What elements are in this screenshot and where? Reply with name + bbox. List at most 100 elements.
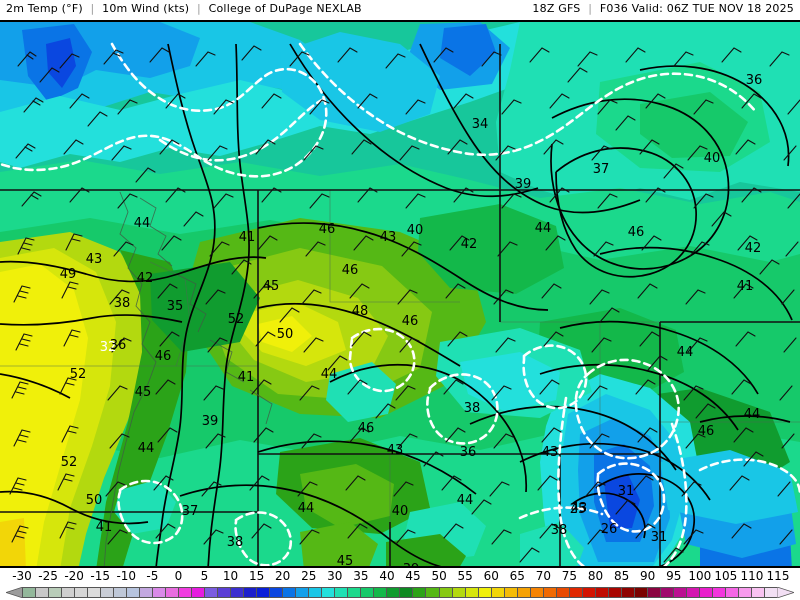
contour-value-label: 46 <box>402 314 419 329</box>
contour-value-label: 40 <box>407 223 424 238</box>
contour-value-label: 32 <box>100 340 117 355</box>
contour-value-label: 41 <box>238 370 255 385</box>
map-header: 2m Temp (°F) | 10m Wind (kts) | College … <box>0 0 800 20</box>
colorbar-swatch[interactable] <box>296 588 310 597</box>
colorbar-swatch[interactable] <box>36 588 50 597</box>
colorbar-swatch[interactable] <box>699 588 713 597</box>
colorbar-tick-label: 70 <box>535 569 552 583</box>
contour-value-label: 38 <box>551 523 568 538</box>
colorbar-swatches[interactable] <box>22 587 778 598</box>
colorbar-swatch[interactable] <box>647 588 661 597</box>
contour-value-label: 26 <box>601 522 618 537</box>
colorbar-tick-label: -25 <box>38 569 58 583</box>
colorbar-swatch[interactable] <box>322 588 336 597</box>
colorbar-swatch[interactable] <box>257 588 271 597</box>
colorbar-swatch[interactable] <box>153 588 167 597</box>
colorbar-swatch[interactable] <box>62 588 76 597</box>
colorbar-swatch[interactable] <box>504 588 518 597</box>
valid-time-label: F036 Valid: 06Z TUE NOV 18 2025 <box>599 2 794 15</box>
colorbar-swatch[interactable] <box>88 588 102 597</box>
colorbar-swatch[interactable] <box>582 588 596 597</box>
colorbar-swatch[interactable] <box>75 588 89 597</box>
colorbar-tick-label: 20 <box>275 569 291 583</box>
contour-value-label: 52 <box>61 455 78 470</box>
header-right-text: 18Z GFS | F036 Valid: 06Z TUE NOV 18 202… <box>532 2 794 15</box>
colorbar-swatch[interactable] <box>569 588 583 597</box>
colorbar-swatch[interactable] <box>764 588 777 597</box>
colorbar-swatch[interactable] <box>218 588 232 597</box>
colorbar-swatch[interactable] <box>140 588 154 597</box>
colorbar-tick-label: 85 <box>613 569 630 583</box>
contour-value-label: 38 <box>464 401 481 416</box>
colorbar-swatch[interactable] <box>335 588 349 597</box>
colorbar-swatch[interactable] <box>634 588 648 597</box>
colorbar-swatch[interactable] <box>725 588 739 597</box>
colorbar-swatch[interactable] <box>491 588 505 597</box>
colorbar-tick-label: -20 <box>64 569 84 583</box>
colorbar-min-arrow <box>6 587 23 598</box>
colorbar-swatch[interactable] <box>309 588 323 597</box>
contour-value-label: 45 <box>135 385 152 400</box>
contour-value-label: 39 <box>202 414 219 429</box>
colorbar-swatch[interactable] <box>530 588 544 597</box>
colorbar-swatch[interactable] <box>270 588 284 597</box>
colorbar-swatch[interactable] <box>374 588 388 597</box>
contour-value-label: 44 <box>321 367 338 382</box>
contour-value-label: 41 <box>239 230 256 245</box>
model-label: 18Z GFS <box>532 2 581 15</box>
colorbar-tick-label: 90 <box>640 569 656 583</box>
colorbar-swatch[interactable] <box>608 588 622 597</box>
colorbar-swatch[interactable] <box>231 588 245 597</box>
colorbar-tick-labels: -30 -25 -20 -15 -10 -5 0 5 10 15 20 25 30 35 40 45 50 55 6… <box>0 568 800 585</box>
contour-value-label: 41 <box>737 279 754 294</box>
colorbar-swatch[interactable] <box>478 588 492 597</box>
colorbar-swatch[interactable] <box>660 588 674 597</box>
contour-value-label: 50 <box>86 493 103 508</box>
colorbar-swatch[interactable] <box>595 588 609 597</box>
colorbar-swatch[interactable] <box>452 588 466 597</box>
colorbar-swatch[interactable] <box>556 588 570 597</box>
contour-value-label: 46 <box>358 421 375 436</box>
colorbar-swatch[interactable] <box>49 588 63 597</box>
colorbar-swatch[interactable] <box>23 588 37 597</box>
colorbar-swatch[interactable] <box>751 588 765 597</box>
colorbar-tick-label: -10 <box>116 569 137 583</box>
colorbar-swatch[interactable] <box>517 588 531 597</box>
colorbar-swatch[interactable] <box>712 588 726 597</box>
colorbar-swatch[interactable] <box>361 588 375 597</box>
colorbar-tick-label: 50 <box>431 569 447 583</box>
map-viewport[interactable]: 32 34 35 36 36 36 37 37 38 38 38 38 39 39 39 40 40 40 41 41… <box>0 20 800 568</box>
colorbar-swatch[interactable] <box>192 588 206 597</box>
contour-label-group: 32 34 35 36 36 36 37 37 38 38 38 38 39 39 39 40 40 40 41 41… <box>60 73 763 568</box>
contour-value-label: 42 <box>745 241 762 256</box>
colorbar-swatch[interactable] <box>465 588 479 597</box>
colorbar-tick-label: 40 <box>379 569 395 583</box>
colorbar-tick-label: 75 <box>561 569 578 583</box>
colorbar-swatch[interactable] <box>673 588 687 597</box>
contour-value-label: 38 <box>114 296 131 311</box>
colorbar-swatch[interactable] <box>101 588 115 597</box>
contour-value-label: 39 <box>403 562 420 568</box>
contour-value-label: 42 <box>461 237 478 252</box>
colorbar-swatch[interactable] <box>439 588 453 597</box>
colorbar-swatch[interactable] <box>205 588 219 597</box>
colorbar-swatch[interactable] <box>244 588 258 597</box>
colorbar-swatch[interactable] <box>543 588 557 597</box>
colorbar-swatch[interactable] <box>387 588 401 597</box>
colorbar-swatch[interactable] <box>413 588 427 597</box>
colorbar-swatch[interactable] <box>179 588 193 597</box>
colorbar-swatch[interactable] <box>166 588 180 597</box>
colorbar-swatch[interactable] <box>114 588 128 597</box>
colorbar-swatch[interactable] <box>400 588 414 597</box>
colorbar-swatch[interactable] <box>686 588 700 597</box>
contour-value-label: 43 <box>571 501 588 516</box>
colorbar-tick-label: -5 <box>146 569 159 583</box>
colorbar-swatch[interactable] <box>426 588 440 597</box>
colorbar-swatch[interactable] <box>621 588 635 597</box>
colorbar[interactable]: -30 -25 -20 -15 -10 -5 0 5 10 15 20 25 30 35 40 45 50 55 6… <box>0 568 800 600</box>
colorbar-swatch[interactable] <box>348 588 362 597</box>
colorbar-swatch[interactable] <box>283 588 297 597</box>
colorbar-swatch[interactable] <box>127 588 141 597</box>
wind-label: 10m Wind (kts) <box>102 2 190 15</box>
colorbar-swatch[interactable] <box>738 588 752 597</box>
